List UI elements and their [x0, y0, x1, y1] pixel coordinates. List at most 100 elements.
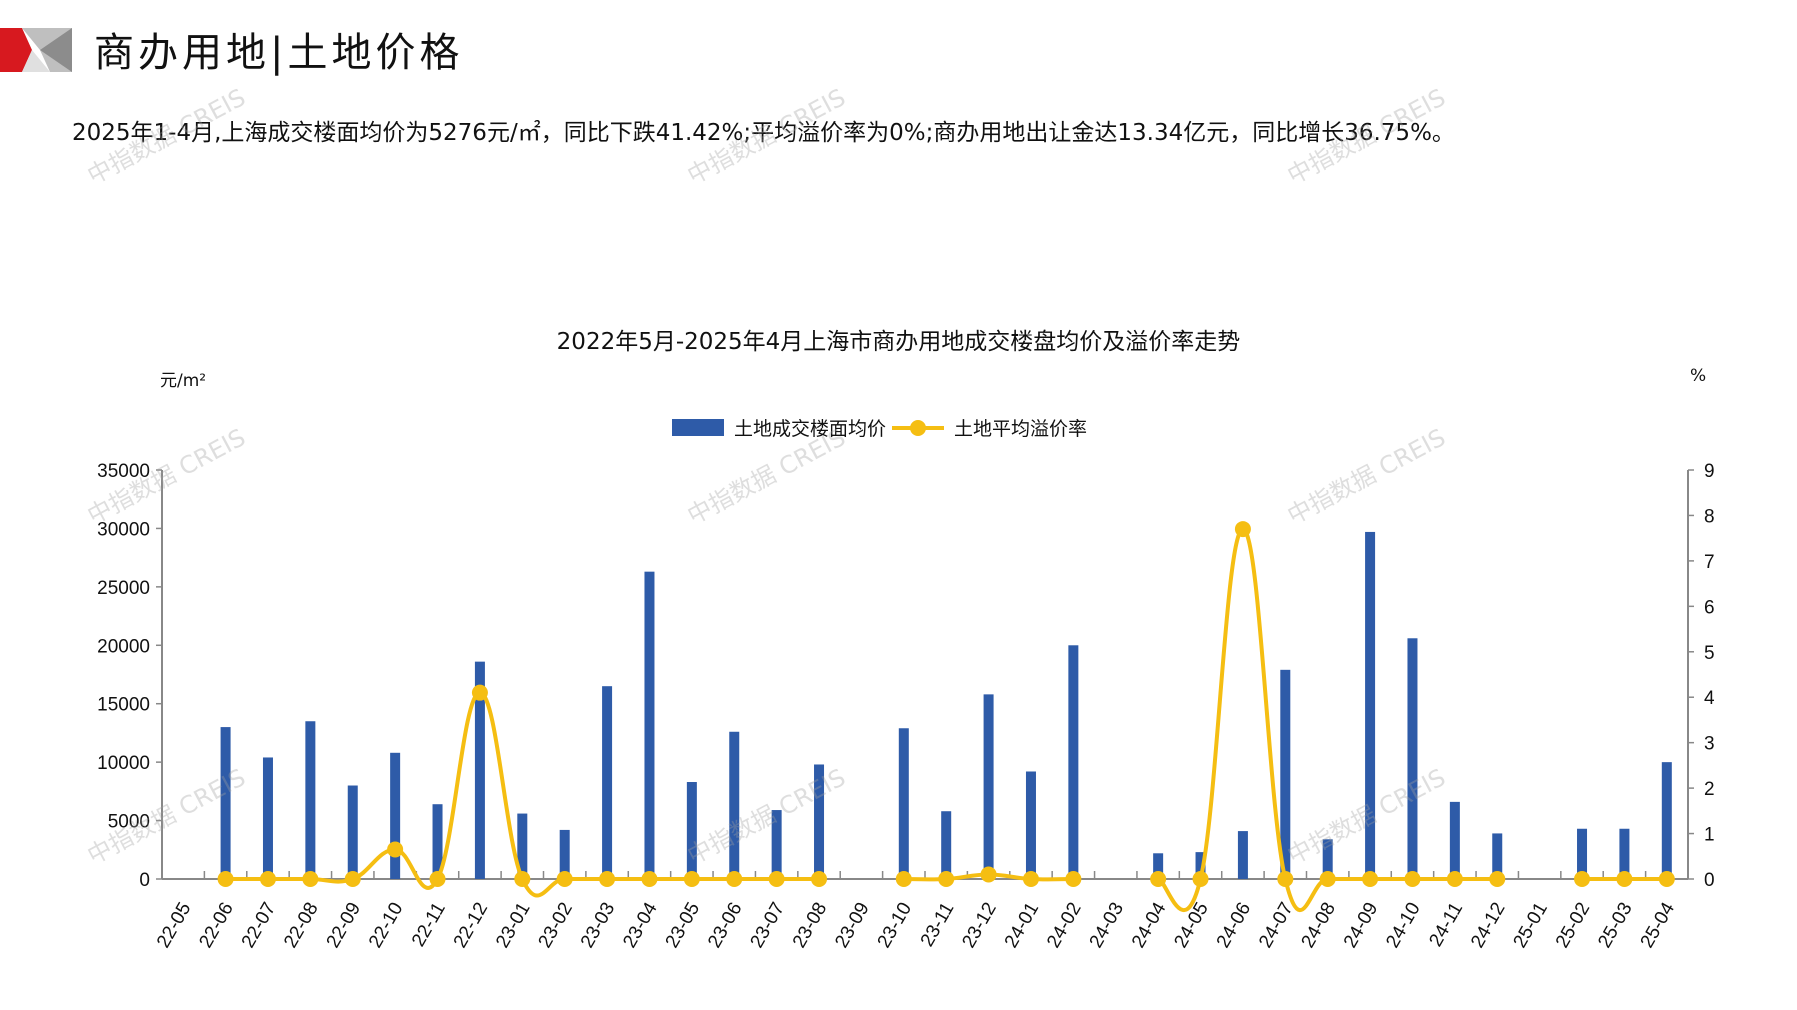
line-point: [259, 871, 276, 887]
right-tick-label: 6: [1704, 597, 1715, 618]
x-tick-label: 22-05: [153, 899, 195, 952]
bar: [814, 764, 825, 879]
line-point: [1574, 871, 1591, 887]
summary-text: 2025年1-4月,上海成交楼面均价为5276元/㎡，同比下跌41.42%;平均…: [72, 120, 1455, 146]
line-point: [471, 684, 488, 701]
line-point: [1404, 871, 1421, 887]
bar: [771, 810, 782, 879]
bar: [1237, 831, 1248, 879]
bar: [305, 721, 316, 879]
line-point: [556, 871, 573, 887]
right-tick-label: 4: [1704, 688, 1715, 709]
bar: [941, 811, 952, 879]
x-tick-label: 23-05: [662, 899, 704, 952]
left-tick-label: 0: [139, 870, 150, 891]
line-point: [811, 871, 828, 887]
line-point: [302, 871, 319, 887]
x-tick-label: 23-01: [492, 899, 534, 952]
line-point: [726, 871, 743, 887]
bar: [1619, 828, 1630, 879]
line-point: [1658, 871, 1675, 887]
right-tick-label: 8: [1704, 506, 1715, 527]
bar: [644, 571, 655, 879]
line-point: [768, 871, 785, 887]
x-tick-label: 23-08: [789, 899, 831, 952]
x-tick-label: 22-11: [408, 899, 450, 950]
x-tick-label: 22-07: [238, 899, 280, 952]
x-tick-label: 23-06: [704, 899, 746, 952]
x-tick-label: 24-11: [1425, 899, 1467, 950]
line-point: [429, 871, 446, 887]
right-tick-label: 2: [1704, 779, 1715, 800]
right-tick-label: 7: [1704, 552, 1715, 573]
line-point: [683, 871, 700, 887]
legend-line-swatch: [892, 418, 945, 438]
bar: [1153, 853, 1164, 879]
line-point: [641, 871, 658, 887]
line-point: [387, 841, 404, 858]
x-tick-label: 25-01: [1509, 899, 1551, 952]
line-point: [1234, 521, 1251, 538]
legend: 土地成交楼面均价 土地平均溢价率: [672, 414, 1087, 441]
x-tick-label: 24-06: [1213, 899, 1255, 952]
right-tick-label: 5: [1704, 643, 1715, 664]
x-tick-label: 23-12: [958, 899, 1000, 952]
left-tick-label: 15000: [97, 695, 150, 716]
left-tick-label: 35000: [97, 461, 150, 482]
line-point: [1319, 871, 1336, 887]
right-tick-label: 9: [1704, 461, 1715, 482]
bar: [602, 686, 613, 879]
x-tick-label: 23-09: [831, 899, 873, 952]
line-point: [1489, 871, 1506, 887]
left-tick-label: 5000: [108, 812, 150, 833]
bar: [1280, 669, 1291, 879]
x-tick-label: 24-12: [1467, 899, 1509, 952]
line-point: [1446, 871, 1463, 887]
bar: [1492, 833, 1503, 879]
x-tick-label: 22-10: [365, 899, 407, 952]
bar: [1449, 801, 1460, 879]
bar: [559, 829, 570, 879]
left-tick-label: 20000: [97, 636, 150, 657]
line-point: [344, 871, 361, 887]
bar: [517, 813, 528, 879]
line-point: [1362, 871, 1379, 887]
x-tick-label: 23-02: [535, 899, 577, 952]
x-tick-label: 22-06: [195, 899, 237, 952]
x-tick-label: 23-07: [746, 899, 788, 952]
bar: [347, 785, 358, 879]
line-point: [514, 871, 531, 887]
brand-logo: [0, 28, 72, 72]
line-point: [1616, 871, 1633, 887]
x-tick-label: 25-03: [1594, 899, 1636, 952]
bar: [262, 757, 273, 879]
left-tick-label: 25000: [97, 578, 150, 599]
x-tick-label: 22-08: [280, 899, 322, 952]
bar: [1195, 852, 1206, 879]
line-series: [225, 690, 820, 898]
x-tick-label: 23-03: [577, 899, 619, 952]
line-point: [1192, 871, 1209, 887]
bar: [432, 804, 443, 879]
bar: [1322, 839, 1333, 879]
x-tick-label: 24-04: [1128, 899, 1171, 952]
bar: [220, 727, 231, 879]
x-tick-label: 24-07: [1255, 899, 1297, 952]
bar: [686, 782, 697, 879]
right-axis-unit: %: [1690, 366, 1707, 386]
x-tick-label: 25-02: [1552, 899, 1594, 952]
left-tick-label: 10000: [97, 753, 150, 774]
line-point: [599, 871, 616, 887]
line-point: [938, 871, 955, 887]
legend-bar-swatch: [672, 419, 724, 436]
bar: [1025, 771, 1036, 879]
line-point: [217, 871, 234, 887]
left-tick-label: 30000: [97, 519, 150, 540]
right-tick-label: 3: [1704, 734, 1715, 755]
x-tick-label: 23-04: [619, 899, 662, 952]
x-tick-label: 24-02: [1043, 899, 1085, 952]
chart-title: 2022年5月-2025年4月上海市商办用地成交楼盘均价及溢价率走势: [556, 329, 1241, 355]
bar: [1068, 645, 1079, 879]
line-point: [1022, 871, 1039, 887]
line-point: [1065, 871, 1082, 887]
